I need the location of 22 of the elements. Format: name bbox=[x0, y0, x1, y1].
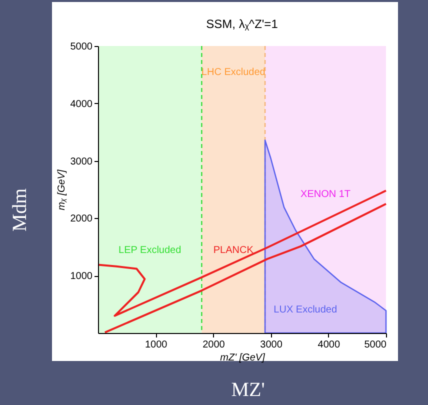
x-tick-label: 2000 bbox=[202, 340, 226, 350]
chart-title: SSM, λᵪ^Z'=1 bbox=[206, 17, 278, 31]
line-series bbox=[104, 202, 387, 334]
x-axis-title: mZ' [GeV] bbox=[220, 352, 266, 364]
text: MZ' bbox=[231, 379, 265, 401]
series-label: LUX Excluded bbox=[274, 304, 338, 316]
line-series bbox=[97, 190, 387, 317]
y-axis-title: mᵪ [GeV] bbox=[56, 170, 68, 210]
x-tick-label: 3000 bbox=[260, 340, 283, 350]
x-tick-label: 5000 bbox=[364, 340, 387, 350]
y-tick-label: 4000 bbox=[70, 98, 93, 110]
y-tick-label: 5000 bbox=[70, 42, 93, 52]
band-label: XENON 1T bbox=[300, 189, 351, 200]
x-tick-label: 1000 bbox=[144, 340, 168, 350]
series-label: PLANCK bbox=[213, 244, 254, 256]
text: Mdm bbox=[9, 188, 31, 232]
y-tick-label: 1000 bbox=[70, 271, 93, 282]
band-label: LEP Excluded bbox=[118, 244, 182, 256]
band-label: LHC Excluded bbox=[201, 66, 266, 78]
y-tick-label: 3000 bbox=[70, 156, 93, 168]
x-tick-label: 4000 bbox=[318, 340, 340, 350]
y-tick-label: 2000 bbox=[70, 214, 93, 225]
